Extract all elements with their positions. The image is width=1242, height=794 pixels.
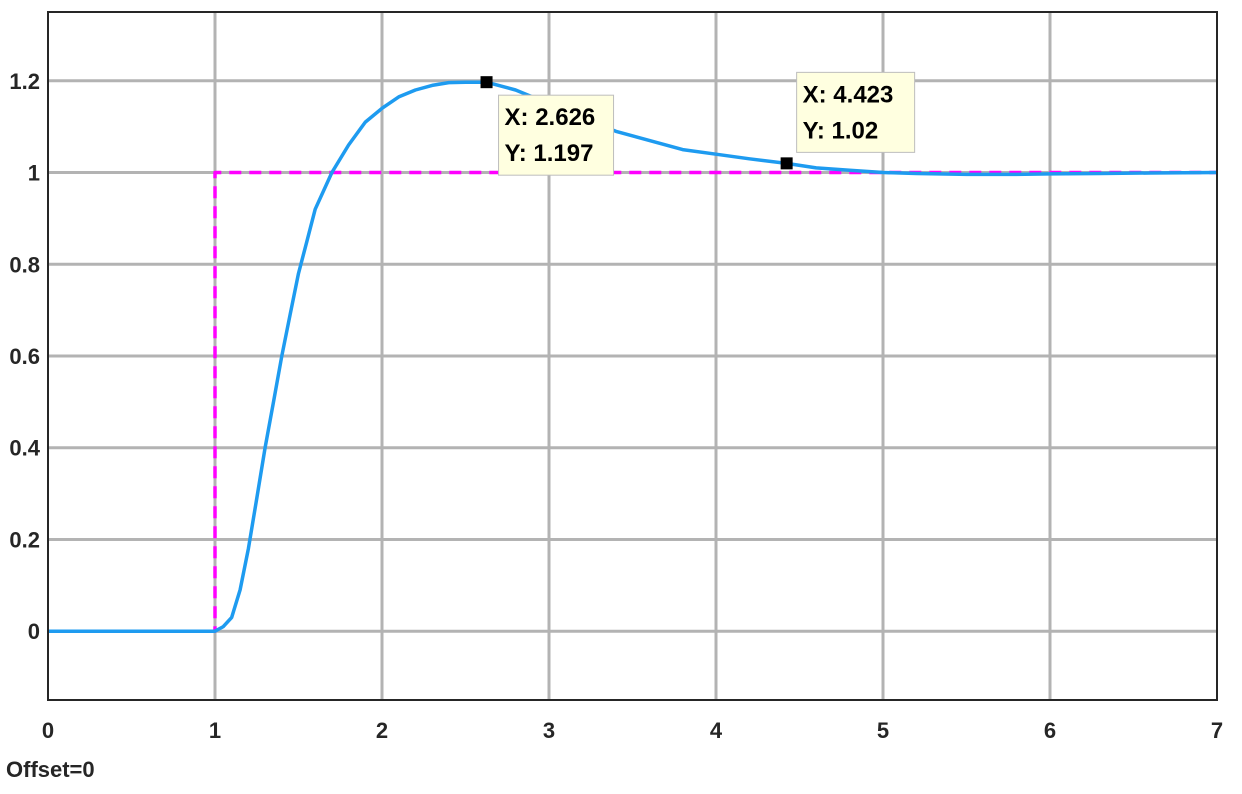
- y-tick-label: 0.2: [9, 527, 40, 552]
- datatip-x-text: X: 2.626: [505, 104, 596, 131]
- y-tick-label: 0: [28, 619, 40, 644]
- datatip-y-text: Y: 1.02: [803, 117, 879, 144]
- grid-lines: [48, 12, 1217, 700]
- response-curve-line: [48, 80, 1218, 633]
- tick-labels: 0 1 2 3 4 5 6 7 0 0.2 0.4 0.6 0.8 1 1.2: [9, 69, 1223, 743]
- datatip-x-text: X: 4.423: [803, 81, 894, 108]
- y-tick-label: 0.6: [9, 344, 40, 369]
- datatip-y-text: Y: 1.197: [505, 140, 594, 167]
- y-tick-label: 1.2: [9, 69, 40, 94]
- offset-label: Offset=0: [6, 757, 95, 782]
- x-tick-label: 6: [1044, 718, 1056, 743]
- reference-step-line: [48, 170, 1217, 633]
- axes-frame: [47, 11, 1218, 701]
- x-tick-label: 5: [877, 718, 889, 743]
- x-tick-label: 3: [543, 718, 555, 743]
- datatip-box: [498, 94, 615, 176]
- x-tick-label: 0: [42, 718, 54, 743]
- datatips-layer: X: 2.626 Y: 1.197 X: 4.423 Y: 1.02: [480, 71, 916, 176]
- datatip-marker: [480, 76, 493, 89]
- datatip-marker: [780, 157, 793, 170]
- y-tick-label: 1: [28, 161, 40, 186]
- y-tick-label: 0.8: [9, 252, 40, 277]
- x-tick-label: 4: [710, 718, 723, 743]
- series-layer: [48, 80, 1218, 633]
- x-tick-label: 1: [209, 718, 221, 743]
- y-tick-label: 0.4: [9, 436, 40, 461]
- x-tick-label: 7: [1211, 718, 1223, 743]
- datatip-box: [796, 71, 916, 153]
- x-tick-label: 2: [376, 718, 388, 743]
